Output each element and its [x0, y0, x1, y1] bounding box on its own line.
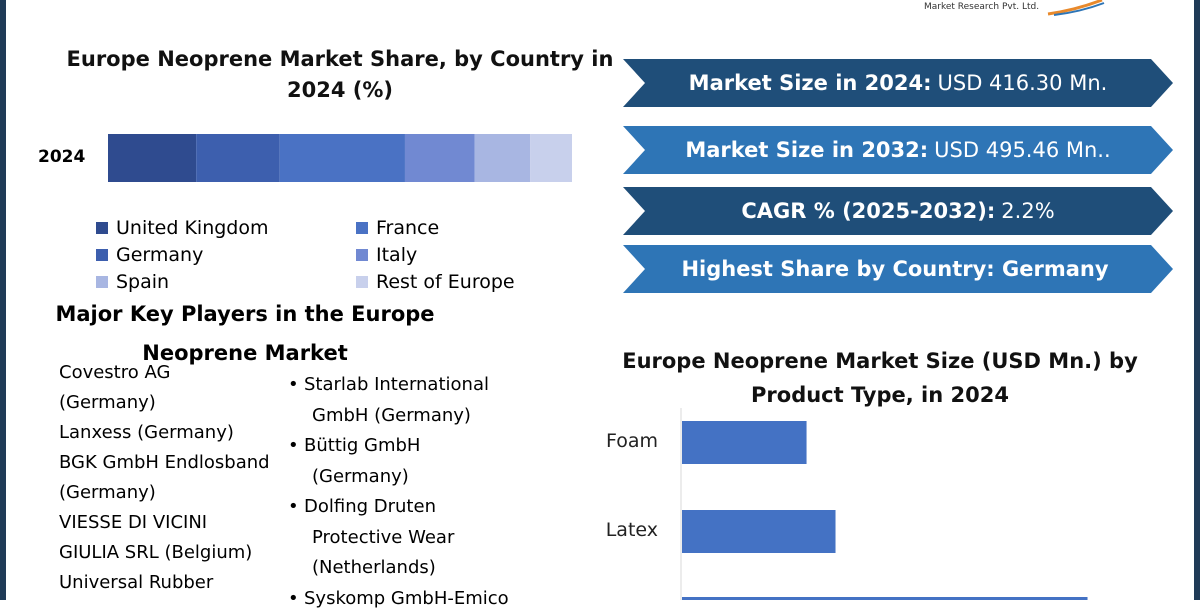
- legend-label: Germany: [116, 244, 203, 266]
- share-segment-united-kingdom: [108, 134, 196, 182]
- share-stacked-bar-chart: [0, 0, 600, 300]
- share-segment-france: [280, 134, 405, 182]
- banner-highest-share: Highest Share by Country: Germany: [623, 245, 1173, 293]
- key-player-line: (Germany): [59, 478, 270, 508]
- key-player-line: Universal Rubber: [59, 568, 270, 598]
- key-player-line: Covestro AG: [59, 358, 270, 388]
- legend-swatch: [96, 249, 108, 261]
- legend-swatch: [356, 249, 368, 261]
- right-frame-border: [1194, 0, 1200, 600]
- key-player-name-cont: (Germany): [288, 462, 509, 493]
- banner-label: Market Size in 2032:: [685, 138, 928, 162]
- key-player-name-cont: GmbH (Germany): [288, 401, 509, 432]
- size-category-label: Latex: [560, 519, 658, 541]
- legend-item: Rest of Europe: [356, 271, 515, 293]
- bullet-icon: •: [288, 584, 304, 614]
- key-player-name: Starlab International: [304, 370, 489, 401]
- legend-label: Italy: [376, 244, 417, 266]
- legend-swatch: [356, 276, 368, 288]
- logo-swoosh-icon: [1046, 0, 1106, 16]
- legend-label: France: [376, 217, 439, 239]
- legend-label: Spain: [116, 271, 169, 293]
- key-player-name: Syskomp GmbH-Emico: [304, 584, 509, 614]
- legend-swatch: [356, 222, 368, 234]
- key-player-name-cont: Protective Wear: [288, 523, 509, 554]
- share-segment-spain: [475, 134, 531, 182]
- banner-cagr: CAGR % (2025-2032):2.2%: [623, 187, 1173, 235]
- share-segment-italy: [405, 134, 475, 182]
- key-player-name: Büttig GmbH: [304, 431, 420, 462]
- legend-item: Italy: [356, 244, 417, 266]
- company-tagline: Market Research Pvt. Ltd.: [924, 2, 1039, 12]
- banner-label: CAGR % (2025-2032):: [741, 199, 995, 223]
- legend-item: France: [356, 217, 439, 239]
- legend-label: Rest of Europe: [376, 271, 515, 293]
- key-player-bullet-item: •Büttig GmbH: [288, 431, 509, 462]
- banner-label: Highest Share by Country: Germany: [681, 257, 1108, 281]
- bullet-icon: •: [288, 492, 304, 523]
- legend-item: Germany: [96, 244, 203, 266]
- banner-label: Market Size in 2024:: [689, 71, 932, 95]
- key-player-name-cont: (Netherlands): [288, 553, 509, 584]
- key-player-line: Lanxess (Germany): [59, 418, 270, 448]
- legend-swatch: [96, 222, 108, 234]
- key-player-name: Dolfing Druten: [304, 492, 436, 523]
- size-category-label: Foam: [560, 430, 658, 452]
- key-players-column-1: Covestro AG (Germany) Lanxess (Germany) …: [59, 358, 270, 598]
- key-player-bullet-item: •Dolfing Druten: [288, 492, 509, 523]
- banner-market-size-2032: Market Size in 2032:USD 495.46 Mn..: [623, 126, 1173, 174]
- size-chart-title: Europe Neoprene Market Size (USD Mn.) by…: [620, 344, 1140, 412]
- legend-label: United Kingdom: [116, 217, 269, 239]
- bullet-icon: •: [288, 431, 304, 462]
- key-player-line: VIESSE DI VICINI: [59, 508, 270, 538]
- size-bar-latex: [682, 510, 836, 553]
- legend-swatch: [96, 276, 108, 288]
- key-player-line: GIULIA SRL (Belgium): [59, 538, 270, 568]
- key-player-line: BGK GmbH Endlosband: [59, 448, 270, 478]
- banner-market-size-2024: Market Size in 2024:USD 416.30 Mn.: [623, 59, 1173, 107]
- legend-item: United Kingdom: [96, 217, 269, 239]
- legend-item: Spain: [96, 271, 169, 293]
- key-player-line: (Germany): [59, 388, 270, 418]
- key-player-bullet-item: •Syskomp GmbH-Emico: [288, 584, 509, 614]
- share-segment-germany: [196, 134, 280, 182]
- share-segment-rest-of-europe: [530, 134, 572, 182]
- banner-value: USD 495.46 Mn..: [934, 138, 1110, 162]
- key-player-bullet-item: •Starlab International: [288, 370, 509, 401]
- size-bar-foam: [682, 421, 807, 464]
- bullet-icon: •: [288, 370, 304, 401]
- banner-value: USD 416.30 Mn.: [938, 71, 1108, 95]
- key-players-column-2: •Starlab International GmbH (Germany) •B…: [288, 370, 509, 614]
- banner-value: 2.2%: [1001, 199, 1054, 223]
